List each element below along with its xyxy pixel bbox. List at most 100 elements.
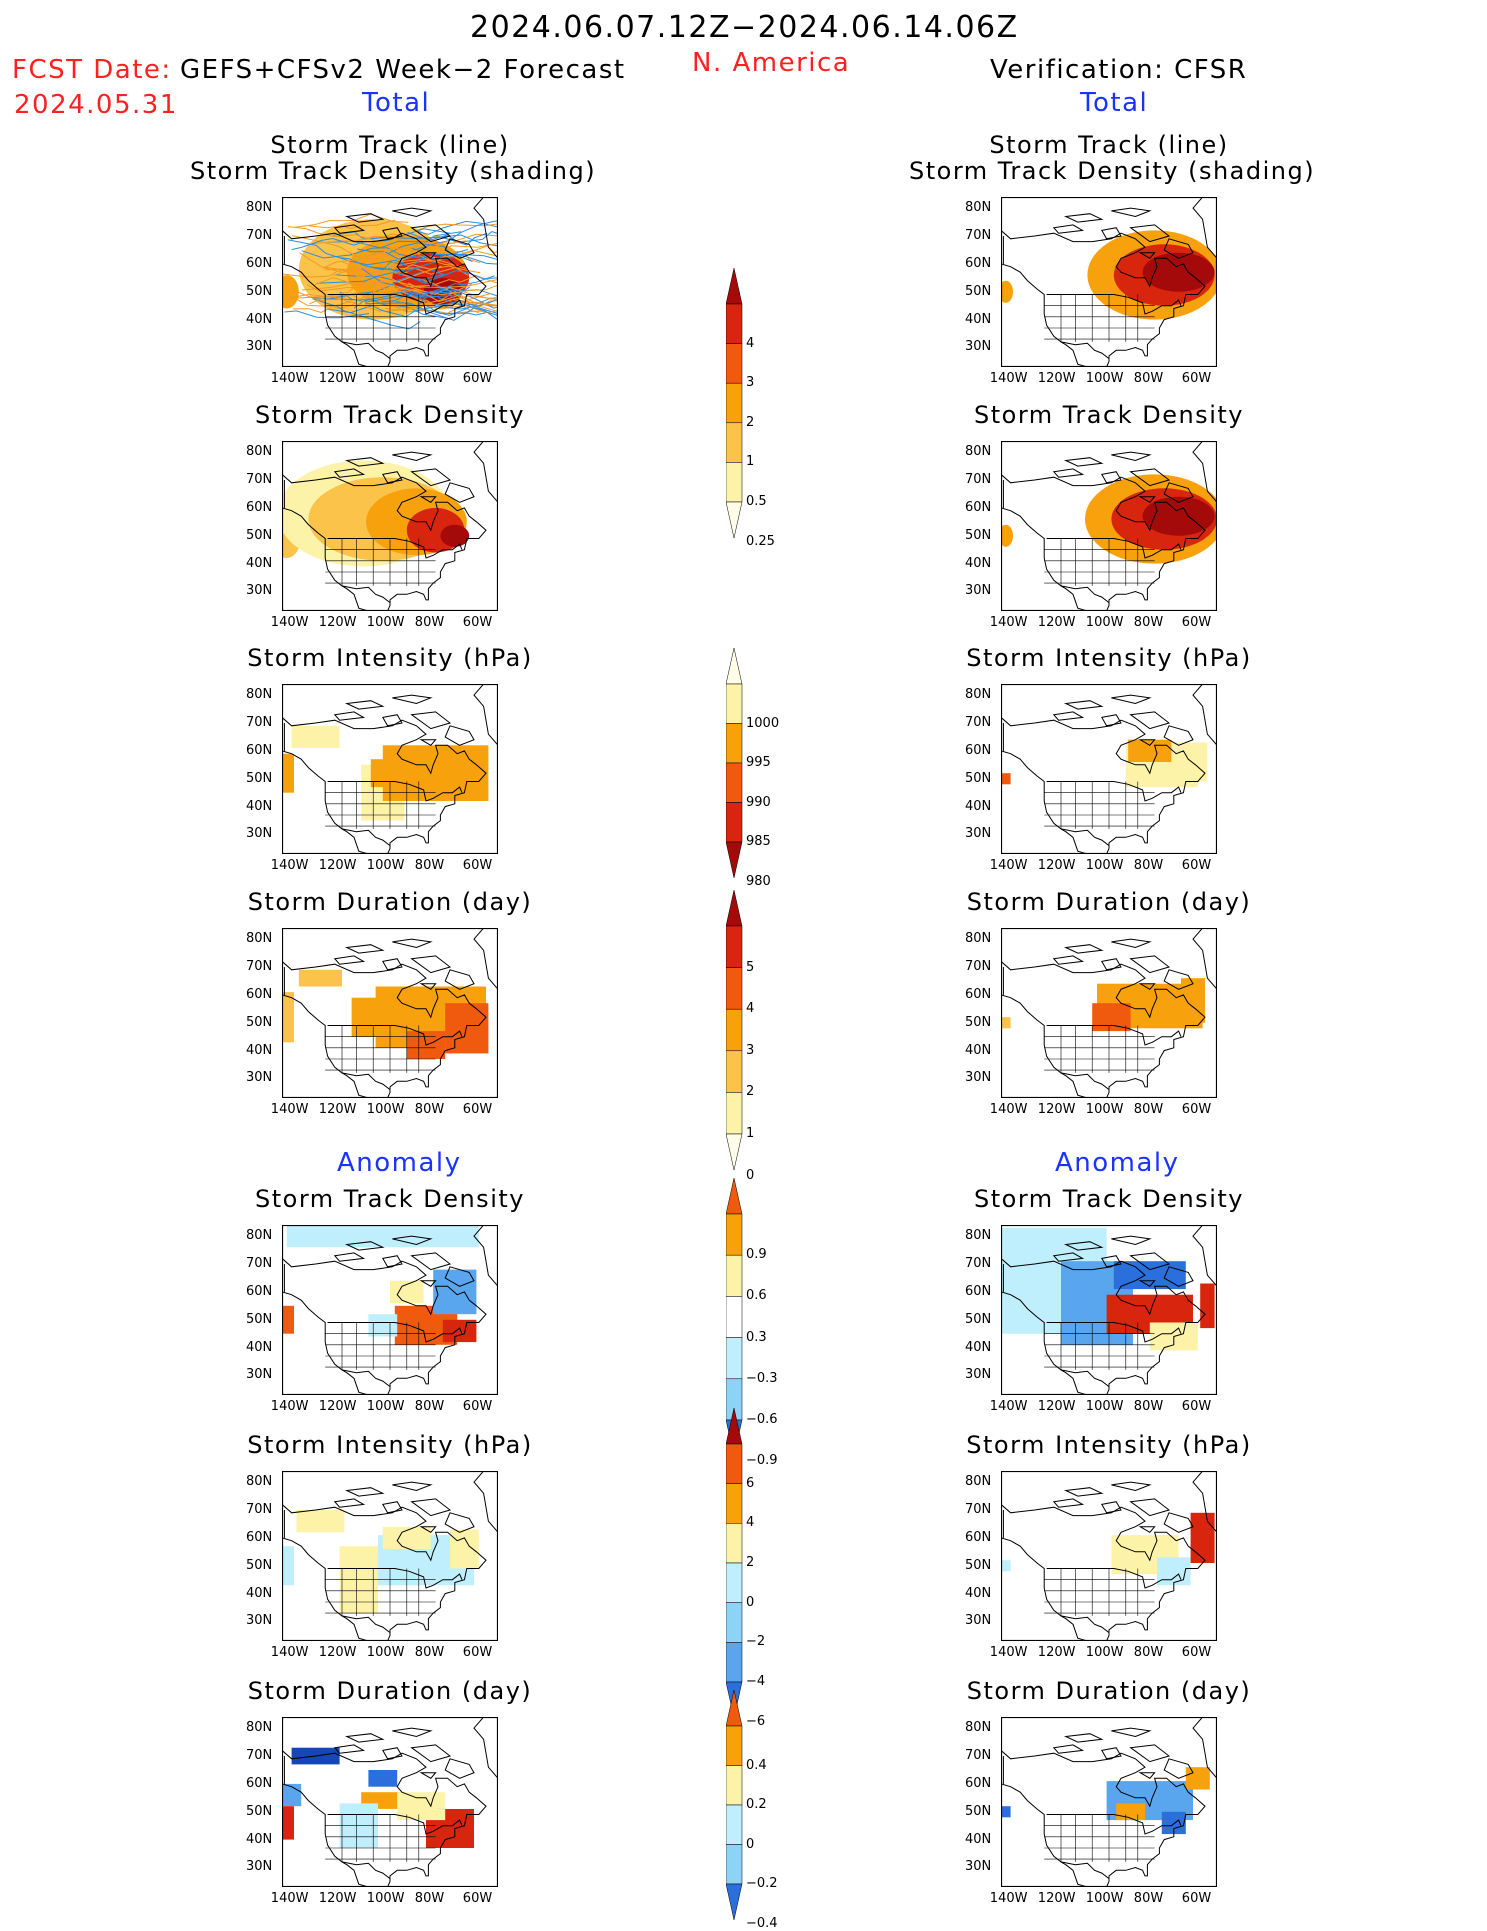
lon-label: 100W <box>1085 1645 1124 1660</box>
lon-label: 120W <box>318 1645 357 1660</box>
lon-label: 80W <box>1133 371 1164 386</box>
panel-title-intensity-fc: Storm Intensity (hPa) <box>247 644 533 672</box>
lat-label: 60N <box>965 1775 992 1791</box>
lon-label: 60W <box>462 371 493 386</box>
lat-label: 80N <box>965 444 992 460</box>
lat-label: 30N <box>246 339 273 355</box>
lat-label: 80N <box>246 200 273 216</box>
lon-label: 60W <box>462 1102 493 1117</box>
panel-title-intensity-anom-fc: Storm Intensity (hPa) <box>247 1431 533 1459</box>
fcst-label: FCST Date: <box>12 55 172 85</box>
lat-label: 50N <box>246 1311 273 1327</box>
lon-label: 100W <box>1085 1891 1124 1906</box>
lat-label: 60N <box>246 742 273 758</box>
lon-label: 100W <box>366 1102 405 1117</box>
lat-label: 30N <box>246 1859 273 1875</box>
lon-label: 80W <box>414 371 445 386</box>
panel-title-intensity-anom-ver: Storm Intensity (hPa) <box>966 1431 1252 1459</box>
lat-label: 40N <box>965 311 992 327</box>
lat-label: 80N <box>246 1228 273 1244</box>
lat-label: 70N <box>246 1256 273 1272</box>
lon-label: 140W <box>270 1645 309 1660</box>
colorbar-tick-label: −0.3 <box>746 1370 778 1386</box>
lat-label: 30N <box>246 583 273 599</box>
lon-label: 120W <box>1037 371 1076 386</box>
panel-title-track-ver-2: Storm Track Density (shading) <box>909 157 1316 185</box>
colorbar-tick-label: 2 <box>746 414 755 430</box>
lon-label: 80W <box>414 1399 445 1414</box>
lon-label: 140W <box>270 858 309 873</box>
lon-label: 60W <box>462 1891 493 1906</box>
lat-label: 50N <box>246 283 273 299</box>
map-density-anom-ver <box>1001 1225 1217 1395</box>
lon-label: 80W <box>1133 1891 1164 1906</box>
map-intensity-fc <box>282 684 498 854</box>
colorbar-tick-label: 1 <box>746 454 755 470</box>
lon-label: 140W <box>989 371 1028 386</box>
lat-label: 80N <box>965 1720 992 1736</box>
region-label: N. America <box>692 48 851 78</box>
lat-label: 30N <box>965 826 992 842</box>
lat-label: 80N <box>965 687 992 703</box>
lat-label: 40N <box>965 1585 992 1601</box>
lat-label: 40N <box>246 1831 273 1847</box>
lat-label: 80N <box>246 1720 273 1736</box>
lat-label: 50N <box>965 1014 992 1030</box>
colorbar-tick-label: 4 <box>746 335 755 351</box>
lat-label: 60N <box>246 255 273 271</box>
lon-label: 80W <box>414 858 445 873</box>
lat-label: 70N <box>246 1748 273 1764</box>
lon-label: 100W <box>366 1891 405 1906</box>
colorbar-tick-label: 0.9 <box>746 1247 767 1263</box>
colorbar-tick-label: 0.6 <box>746 1288 767 1304</box>
colorbar-duration-anom: 0.4 0.2 0 −0.2 −0.4 <box>725 1689 806 1931</box>
map-density-ver <box>1001 441 1217 611</box>
colorbar-tick-label: 5 <box>746 959 755 975</box>
lat-label: 40N <box>246 798 273 814</box>
map-intensity-anom-fc <box>282 1471 498 1641</box>
lat-label: 80N <box>965 931 992 947</box>
lon-label: 120W <box>318 1102 357 1117</box>
lat-label: 50N <box>965 527 992 543</box>
lon-label: 140W <box>270 1891 309 1906</box>
colorbar-density-total: 4 3 2 1 0.5 0.25 <box>725 267 806 549</box>
lat-label: 60N <box>246 1775 273 1791</box>
lat-label: 30N <box>965 583 992 599</box>
lon-label: 140W <box>989 1399 1028 1414</box>
lat-label: 30N <box>965 339 992 355</box>
colorbar-tick-label: 1 <box>746 1126 755 1141</box>
panel-title-track-fc-2: Storm Track Density (shading) <box>190 157 597 185</box>
lat-label: 70N <box>965 959 992 975</box>
colorbar-tick-label: 2 <box>746 1084 755 1100</box>
lon-label: 80W <box>414 1645 445 1660</box>
colorbar-tick-label: 980 <box>746 873 771 889</box>
colorbar-tick-label: 4 <box>746 1001 755 1017</box>
lon-label: 120W <box>1037 615 1076 630</box>
map-track-ver <box>1001 197 1217 367</box>
lon-label: 80W <box>414 615 445 630</box>
forecast-period: 2024.06.07.12Z−2024.06.14.06Z <box>470 10 1019 45</box>
lat-label: 40N <box>246 1339 273 1355</box>
lon-label: 80W <box>1133 1399 1164 1414</box>
lat-label: 30N <box>965 1070 992 1086</box>
panel-title-density-fc: Storm Track Density <box>255 401 525 429</box>
lat-label: 80N <box>246 1474 273 1490</box>
colorbar-tick-label: 3 <box>746 1042 755 1058</box>
lon-label: 80W <box>414 1102 445 1117</box>
lon-label: 60W <box>1181 858 1212 873</box>
lon-label: 80W <box>414 1891 445 1906</box>
lon-label: 120W <box>318 371 357 386</box>
anomaly-right-label: Anomaly <box>1055 1148 1180 1178</box>
map-density-anom-fc <box>282 1225 498 1395</box>
lat-label: 80N <box>246 444 273 460</box>
lat-label: 60N <box>965 986 992 1002</box>
map-density-fc <box>282 441 498 611</box>
lon-label: 140W <box>989 1891 1028 1906</box>
lon-label: 100W <box>366 1645 405 1660</box>
colorbar-tick-label: 0 <box>746 1167 755 1183</box>
lon-label: 120W <box>318 1399 357 1414</box>
lat-label: 80N <box>965 1228 992 1244</box>
colorbar-duration-total: 5 4 3 2 1 0 <box>725 889 806 1183</box>
total-left-label: Total <box>362 88 431 118</box>
lat-label: 60N <box>246 1283 273 1299</box>
